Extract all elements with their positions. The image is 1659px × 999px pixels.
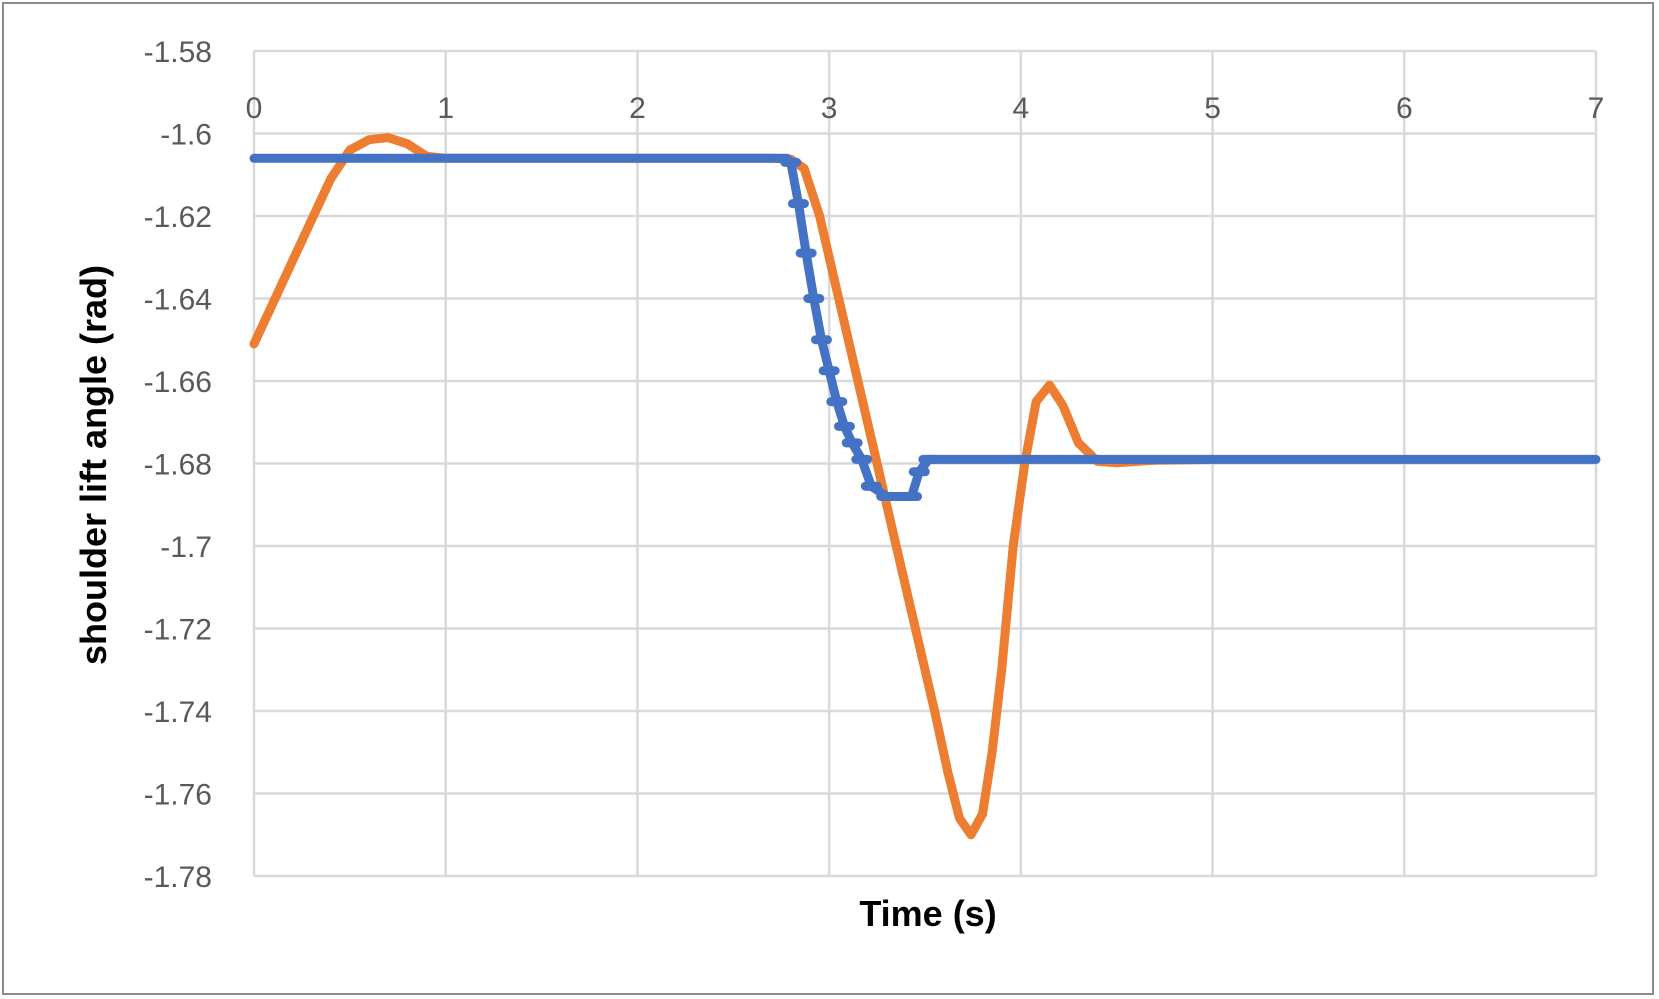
y-tick-label: -1.64 <box>144 284 212 317</box>
series-line-2 <box>249 153 1601 501</box>
y-tick-labels: -1.58 -1.6 -1.62 -1.64 -1.66 -1.68 -1.7 -1.72 -1… <box>144 36 212 894</box>
x-axis-title: Time (s) <box>859 893 996 934</box>
x-tick-label: 4 <box>1013 92 1030 125</box>
y-tick-label: -1.58 <box>144 36 212 69</box>
x-tick-labels: 0 1 2 3 4 5 6 7 <box>246 92 1605 125</box>
data-series <box>249 133 1601 840</box>
y-tick-label: -1.78 <box>144 861 212 894</box>
x-tick-label: 2 <box>629 92 646 125</box>
y-tick-label: -1.6 <box>160 119 212 152</box>
series-line-1 <box>249 133 1218 840</box>
x-tick-label: 6 <box>1396 92 1413 125</box>
y-tick-label: -1.66 <box>144 366 212 399</box>
x-tick-label: 0 <box>246 92 263 125</box>
y-tick-label: -1.62 <box>144 201 212 234</box>
x-tick-label: 3 <box>821 92 838 125</box>
x-tick-label: 5 <box>1204 92 1221 125</box>
y-tick-label: -1.74 <box>144 696 212 729</box>
y-axis-title: shoulder lift angle (rad) <box>73 265 114 665</box>
y-tick-label: -1.76 <box>144 779 212 812</box>
x-tick-label: 1 <box>437 92 454 125</box>
y-tick-label: -1.72 <box>144 614 212 647</box>
y-tick-label: -1.7 <box>160 531 212 564</box>
x-tick-label: 7 <box>1588 92 1605 125</box>
y-tick-label: -1.68 <box>144 449 212 482</box>
